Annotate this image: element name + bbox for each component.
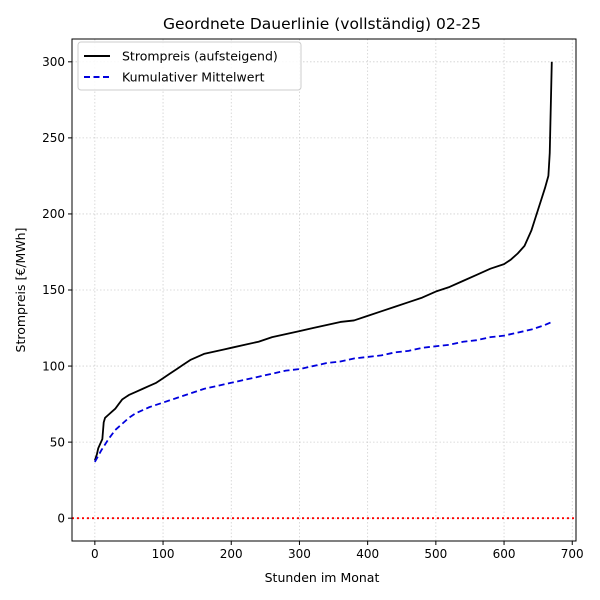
y-tick-label: 300 [42, 55, 65, 69]
x-axis-label: Stunden im Monat [265, 570, 380, 585]
x-axis-ticks: 0 100 200 300 400 500 600 700 [91, 541, 584, 561]
y-axis-label: Strompreis [€/MWh] [13, 228, 28, 353]
legend-label-strompreis: Strompreis (aufsteigend) [122, 49, 278, 64]
y-tick-label: 200 [42, 207, 65, 221]
y-tick-label: 50 [50, 435, 65, 449]
series-layer [93, 61, 553, 463]
grid [72, 39, 576, 541]
y-tick-label: 100 [42, 359, 65, 373]
legend-box [77, 41, 302, 91]
x-tick-label: 200 [220, 547, 243, 561]
x-tick-label: 400 [356, 547, 379, 561]
y-tick-label: 0 [57, 511, 65, 525]
x-tick-label: 300 [288, 547, 311, 561]
x-tick-label: 500 [424, 547, 447, 561]
series-line-kumulativer-mittelwert [94, 321, 553, 463]
y-tick-label: 250 [42, 131, 65, 145]
x-tick-label: 100 [152, 547, 175, 561]
x-tick-label: 700 [561, 547, 584, 561]
legend: Strompreis (aufsteigend) Kumulativer Mit… [77, 41, 302, 91]
series-line-strompreis [93, 61, 553, 461]
chart-title: Geordnete Dauerlinie (vollständig) 02-25 [163, 15, 481, 33]
x-tick-label: 0 [91, 547, 99, 561]
y-tick-label: 150 [42, 283, 65, 297]
x-tick-label: 600 [493, 547, 516, 561]
y-axis-ticks: 0 50 100 150 200 250 300 [42, 55, 72, 525]
legend-label-mittelwert: Kumulativer Mittelwert [122, 70, 265, 85]
